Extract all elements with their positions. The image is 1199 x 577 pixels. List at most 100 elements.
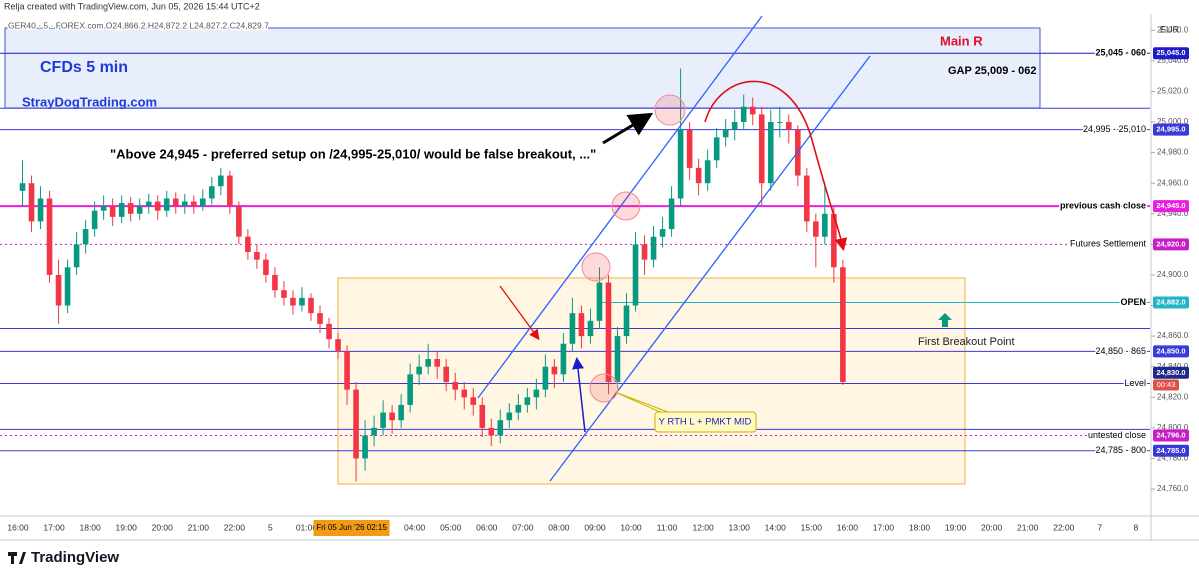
price-badge: 24,945.0	[1156, 201, 1185, 210]
candle-body	[290, 297, 296, 306]
logo-mark	[8, 552, 26, 564]
candle-body	[605, 282, 612, 382]
candle-body	[623, 305, 630, 337]
x-tick-label: 21:00	[188, 522, 210, 532]
x-tick-label: 15:00	[801, 522, 823, 532]
x-tick-label: 18:00	[909, 522, 931, 532]
candle-body	[407, 374, 413, 405]
candle-body	[813, 221, 819, 237]
y-tick-label: 24,800.0	[1157, 423, 1189, 432]
price-badge: 24,995.0	[1156, 125, 1185, 134]
price-badge-bg	[1153, 366, 1189, 379]
candle-body	[299, 297, 305, 306]
drawings: Y RTH L + PMKT MID Main R GAP 25,009 - 0…	[22, 15, 1036, 482]
candle-body	[497, 420, 504, 436]
candle-body	[677, 129, 684, 199]
countdown: 00:43	[1157, 380, 1176, 389]
x-tick-label: 18:00	[79, 522, 101, 532]
logo: TradingView	[8, 549, 119, 566]
candle-body	[722, 129, 729, 138]
candle-body	[425, 359, 431, 367]
candle-body	[308, 297, 314, 314]
candle-body	[416, 366, 422, 375]
x-tick-label: 5	[268, 522, 273, 532]
x-tick-label: 21:00	[1017, 522, 1039, 532]
price-badge: 25,045.0	[1156, 48, 1185, 57]
candle-body	[686, 129, 693, 168]
candle-body	[461, 389, 468, 398]
price-badge: 24,882.0	[1156, 297, 1185, 306]
candle-body	[434, 359, 440, 367]
candle-body	[614, 336, 621, 382]
y-tick-label: 25,060.0	[1157, 25, 1189, 34]
level-label: Level	[1124, 378, 1146, 388]
price-badge-bg	[1153, 200, 1189, 213]
candle-body	[109, 206, 116, 217]
highlight-circle	[654, 94, 686, 126]
candle-body	[326, 323, 332, 340]
callout-text: Y RTH L + PMKT MID	[659, 417, 752, 428]
candle-body	[344, 351, 350, 390]
price-badge-bg	[1153, 238, 1189, 251]
candle-body	[822, 213, 828, 237]
candle-body	[172, 198, 179, 207]
x-tick-label: 10:00	[620, 522, 642, 532]
candle-body	[443, 366, 450, 382]
x-tick-label: 22:00	[224, 522, 246, 532]
candle-body	[668, 198, 675, 230]
x-tick-label: 05:00	[440, 522, 462, 532]
candle-body	[749, 106, 756, 115]
x-tick-label: 04:00	[404, 522, 426, 532]
price-badge: 24,785.0	[1156, 446, 1185, 455]
channel-line	[477, 15, 763, 399]
x-tick-label: 16:00	[7, 522, 29, 532]
candle-body	[470, 397, 477, 405]
x-tick-label: 16:00	[837, 522, 859, 532]
level-label: 24,850 - 865	[1095, 346, 1146, 356]
drawings	[4, 27, 1041, 485]
level-label: 25,045 - 060	[1095, 48, 1146, 58]
candle-body	[236, 206, 242, 237]
candle-body	[740, 106, 747, 123]
arrow	[572, 357, 586, 433]
candle-body	[73, 244, 80, 268]
y-tick-label: 24,780.0	[1157, 454, 1189, 463]
callout-box	[654, 411, 757, 433]
candle-body	[533, 389, 540, 398]
price-badge-bg	[1153, 123, 1189, 136]
y-tick-label: 25,040.0	[1157, 56, 1189, 65]
logo-text: TradingView	[31, 549, 119, 566]
candle-body	[371, 427, 377, 436]
candle-body	[136, 206, 143, 214]
candle-body	[831, 213, 837, 268]
candle-body	[91, 210, 98, 230]
annotation: Main R	[940, 33, 983, 48]
price-badge: 24,796.0	[1156, 430, 1185, 439]
candle-body	[650, 236, 657, 260]
candle-body	[785, 122, 792, 130]
candle-body	[82, 229, 89, 245]
candle-body	[118, 203, 125, 217]
arc-arrow	[704, 80, 848, 252]
price-badge: 24,920.0	[1156, 239, 1185, 248]
candle-body	[64, 267, 71, 306]
cursor-label: Fri 05 Jun '26 02:15	[316, 523, 387, 532]
candle-body	[524, 397, 531, 405]
x-tick-label: 7	[1097, 522, 1102, 532]
x-tick-label: 20:00	[981, 522, 1003, 532]
y-tick-label: 24,820.0	[1157, 392, 1189, 401]
candle-body	[362, 435, 368, 459]
candle-body	[209, 186, 215, 199]
x-tick-label: 13:00	[729, 522, 751, 532]
candle-body	[317, 313, 323, 324]
candle-body	[452, 381, 459, 390]
y-tick-label: 24,840.0	[1157, 362, 1189, 371]
level-label: 24,995 - 25,010	[1083, 124, 1146, 134]
candle-body	[479, 404, 486, 428]
candle-body	[335, 339, 341, 352]
candle-body	[28, 183, 35, 222]
x-tick-label: 09:00	[584, 522, 606, 532]
currency: EUR	[1160, 24, 1180, 34]
candle-body	[200, 198, 206, 207]
